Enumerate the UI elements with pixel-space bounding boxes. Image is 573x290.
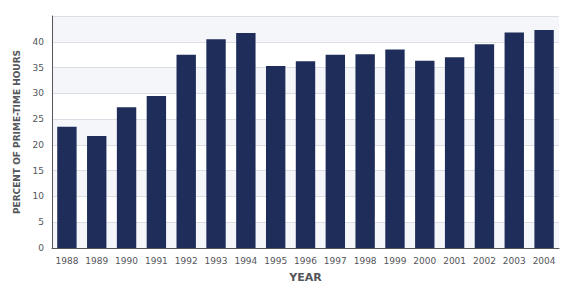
svg-text:1998: 1998 bbox=[354, 256, 377, 266]
svg-text:1992: 1992 bbox=[175, 256, 198, 266]
svg-text:40: 40 bbox=[33, 37, 45, 47]
svg-text:1996: 1996 bbox=[294, 256, 317, 266]
svg-text:2003: 2003 bbox=[503, 256, 526, 266]
svg-text:1990: 1990 bbox=[115, 256, 138, 266]
svg-text:PERCENT OF PRIME-TIME HOURS: PERCENT OF PRIME-TIME HOURS bbox=[12, 50, 22, 214]
svg-text:2002: 2002 bbox=[473, 256, 496, 266]
svg-text:2000: 2000 bbox=[413, 256, 436, 266]
svg-text:25: 25 bbox=[33, 114, 44, 124]
svg-text:1989: 1989 bbox=[85, 256, 108, 266]
svg-text:0: 0 bbox=[38, 243, 44, 253]
svg-text:2001: 2001 bbox=[443, 256, 466, 266]
svg-text:5: 5 bbox=[38, 217, 44, 227]
svg-text:1999: 1999 bbox=[384, 256, 407, 266]
svg-text:20: 20 bbox=[33, 140, 45, 150]
svg-text:1993: 1993 bbox=[205, 256, 228, 266]
svg-text:1997: 1997 bbox=[324, 256, 347, 266]
svg-text:30: 30 bbox=[33, 88, 45, 98]
svg-text:10: 10 bbox=[33, 191, 45, 201]
svg-text:1994: 1994 bbox=[234, 256, 257, 266]
svg-text:1991: 1991 bbox=[145, 256, 168, 266]
svg-text:2004: 2004 bbox=[533, 256, 556, 266]
svg-text:35: 35 bbox=[33, 63, 44, 73]
svg-text:1995: 1995 bbox=[264, 256, 287, 266]
svg-text:15: 15 bbox=[33, 166, 44, 176]
svg-text:1988: 1988 bbox=[55, 256, 78, 266]
svg-text:YEAR: YEAR bbox=[288, 271, 322, 284]
